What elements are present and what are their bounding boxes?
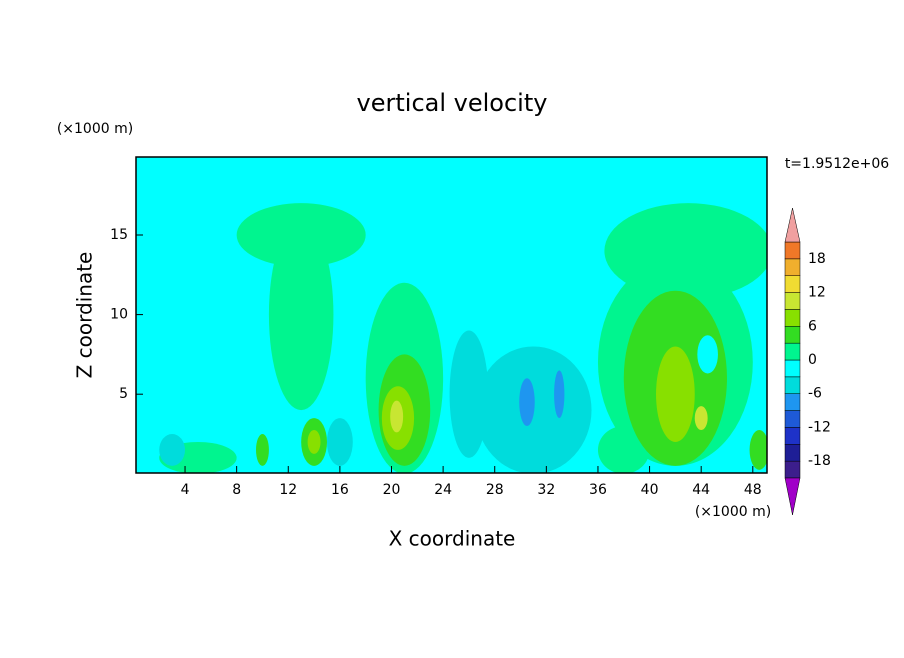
colorbar-box xyxy=(784,376,801,394)
y-tick-label: 15 xyxy=(110,227,128,243)
y-axis-label: Z coordinate xyxy=(73,252,97,379)
x-unit: (×1000 m) xyxy=(695,504,771,520)
contour-region xyxy=(697,335,718,374)
x-tick-label: 36 xyxy=(589,482,607,498)
colorbar-box xyxy=(784,410,801,428)
contour-region xyxy=(519,378,535,427)
x-tick-label: 48 xyxy=(744,482,762,498)
contour-region xyxy=(256,433,269,466)
x-tick-label: 8 xyxy=(232,482,241,498)
colorbar-box xyxy=(784,427,801,445)
y-tick-label: 10 xyxy=(110,307,128,323)
colorbar-tick-label: -18 xyxy=(808,453,831,469)
colorbar-box xyxy=(784,444,801,462)
x-tick-label: 28 xyxy=(486,482,504,498)
colorbar-box xyxy=(784,292,801,310)
colorbar-tick-label: -12 xyxy=(808,419,831,435)
colorbar-high-end xyxy=(784,207,801,243)
contour-region xyxy=(554,370,565,419)
contour-region xyxy=(390,400,404,433)
contour-region xyxy=(268,219,334,411)
colorbar-tick-label: 6 xyxy=(808,318,817,334)
colorbar-box xyxy=(784,275,801,293)
x-tick-label: 40 xyxy=(641,482,659,498)
x-tick-label: 16 xyxy=(331,482,349,498)
colorbar-box xyxy=(784,241,801,260)
colorbar-box xyxy=(784,359,801,378)
y-tick-label: 5 xyxy=(119,386,128,402)
x-tick-label: 20 xyxy=(383,482,401,498)
x-tick-label: 4 xyxy=(181,482,190,498)
time-label: t=1.9512e+06 xyxy=(785,156,889,172)
colorbar-box xyxy=(784,326,801,344)
contour-field xyxy=(136,157,767,473)
contour-region xyxy=(656,346,695,442)
contour-region xyxy=(749,430,767,470)
x-tick-label: 44 xyxy=(692,482,710,498)
colorbar-box xyxy=(784,309,801,327)
colorbar-tick-label: 0 xyxy=(808,352,817,368)
contour-region xyxy=(326,418,353,466)
colorbar-box xyxy=(784,258,801,276)
colorbar-box xyxy=(784,393,801,411)
colorbar-box xyxy=(784,342,801,361)
colorbar-tick-label: -6 xyxy=(808,386,822,402)
colorbar-tick-label: 12 xyxy=(808,285,826,301)
contour-region xyxy=(307,430,321,454)
colorbar-low-end xyxy=(784,477,801,516)
contour-region xyxy=(449,330,489,458)
contour-region xyxy=(597,426,650,473)
y-unit: (×1000 m) xyxy=(57,121,133,137)
x-tick-label: 12 xyxy=(279,482,297,498)
colorbar-tick-label: 18 xyxy=(808,251,826,267)
contour-region xyxy=(159,433,186,466)
x-axis-label: X coordinate xyxy=(389,527,516,551)
x-tick-label: 24 xyxy=(434,482,452,498)
x-tick-label: 32 xyxy=(537,482,555,498)
chart-title: vertical velocity xyxy=(357,89,548,117)
colorbar-box xyxy=(784,460,801,479)
contour-region xyxy=(694,406,708,431)
